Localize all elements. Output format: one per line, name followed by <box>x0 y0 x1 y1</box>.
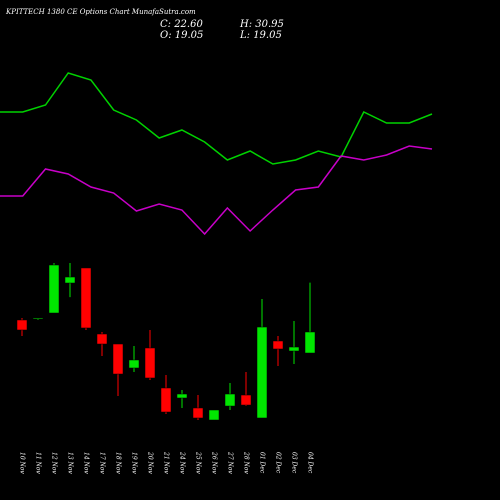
x-tick-label: 28 Nov <box>243 451 250 474</box>
candle-body <box>176 393 188 399</box>
candle-body <box>144 347 156 379</box>
x-tick-label: 27 Nov <box>227 451 234 474</box>
candle-body <box>288 346 300 352</box>
x-tick-label: 26 Nov <box>211 451 218 474</box>
x-tick-label: 10 Nov <box>19 452 26 474</box>
x-tick-label: 20 Nov <box>147 451 154 474</box>
x-tick-label: 12 Nov <box>51 452 58 474</box>
chart-title: KPITTECH 1380 CE Options Chart MunafaSut… <box>5 8 196 16</box>
candle-body <box>96 333 108 345</box>
candle-body <box>48 264 60 314</box>
low-label: L: 19.05 <box>239 30 282 41</box>
x-tick-label: 19 Nov <box>131 452 138 474</box>
candle-body <box>304 331 316 354</box>
x-tick-label: 25 Nov <box>195 451 202 474</box>
candle-body <box>64 276 76 284</box>
candle-body <box>160 387 172 413</box>
candle-body <box>256 326 268 419</box>
candle-body <box>128 359 140 369</box>
candle-body <box>112 343 124 375</box>
x-tick-label: 14 Nov <box>83 452 90 474</box>
candle-body <box>16 319 28 331</box>
high-label: H: 30.95 <box>239 19 284 30</box>
x-tick-label: 01 Dec <box>259 452 266 474</box>
candle-body <box>80 267 92 329</box>
x-tick-label: 04 Dec <box>307 452 314 474</box>
x-tick-label: 24 Nov <box>179 451 186 474</box>
candle-body <box>192 407 204 419</box>
indicator-line <box>0 145 433 236</box>
x-tick-label: 21 Nov <box>163 451 170 474</box>
x-tick-label: 13 Nov <box>67 452 74 474</box>
candle-body <box>272 340 284 350</box>
x-tick-label: 02 Dec <box>275 452 282 474</box>
x-tick-label: 18 Nov <box>115 452 122 474</box>
candle-body <box>208 409 220 421</box>
x-tick-label: 17 Nov <box>99 452 106 474</box>
close-label: C: 22.60 <box>160 19 203 30</box>
candle-body <box>32 317 44 320</box>
candle-body <box>240 394 252 406</box>
indicator-line <box>0 72 433 165</box>
candle-body <box>224 393 236 407</box>
open-label: O: 19.05 <box>160 30 203 41</box>
x-tick-label: 03 Dec <box>291 452 298 474</box>
x-tick-label: 11 Nov <box>35 452 42 474</box>
